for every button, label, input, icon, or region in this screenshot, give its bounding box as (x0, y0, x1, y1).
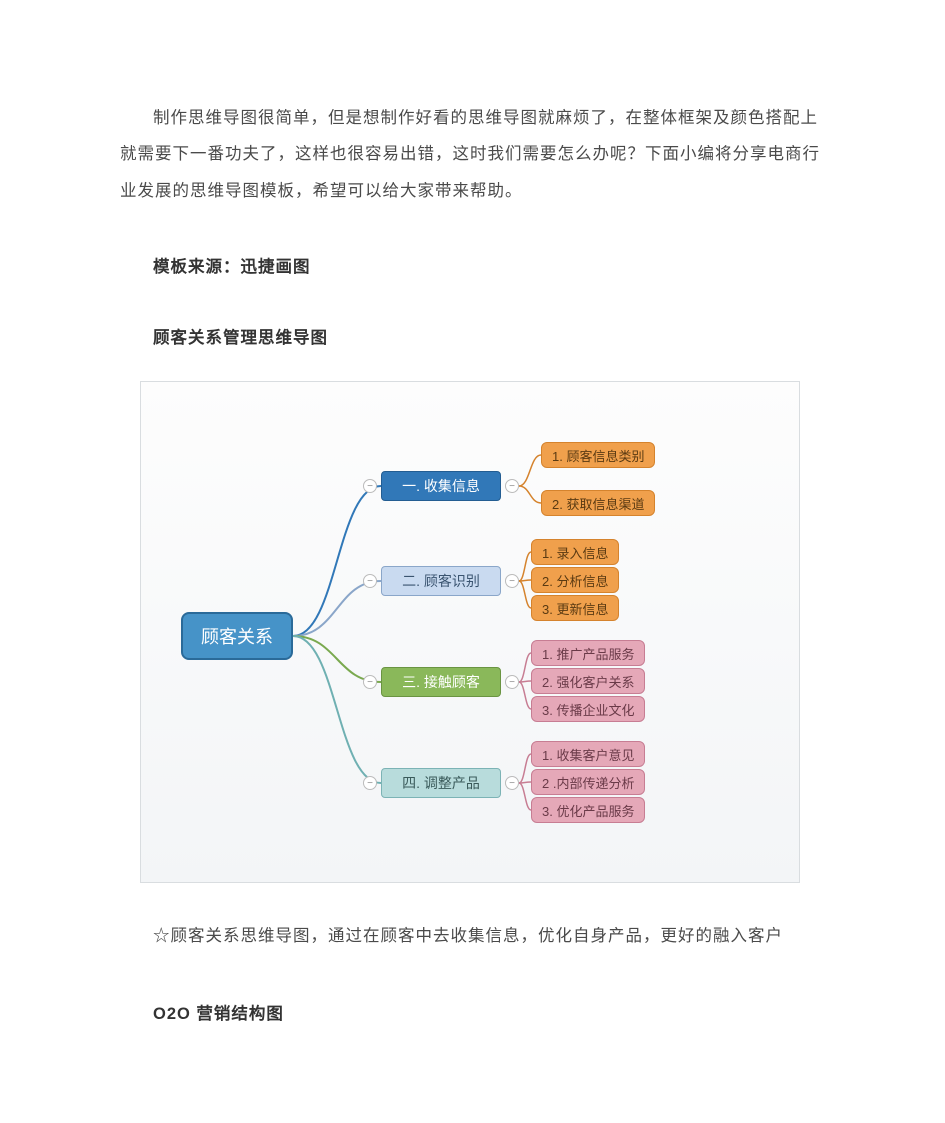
mindmap-leaf: 1. 顾客信息类别 (541, 442, 655, 468)
collapse-toggle-icon[interactable] (363, 675, 377, 689)
mindmap-leaf: 3. 更新信息 (531, 595, 619, 621)
mindmap-branch: 二. 顾客识别 (381, 566, 501, 596)
mindmap-leaf: 1. 推广产品服务 (531, 640, 645, 666)
template-source: 模板来源：迅捷画图 (120, 249, 825, 285)
mindmap-branch: 三. 接触顾客 (381, 667, 501, 697)
collapse-toggle-icon[interactable] (505, 479, 519, 493)
mindmap-root: 顾客关系 (181, 612, 293, 660)
section1-title: 顾客关系管理思维导图 (120, 320, 825, 356)
collapse-toggle-icon[interactable] (363, 776, 377, 790)
collapse-toggle-icon[interactable] (363, 479, 377, 493)
section2-title: O2O 营销结构图 (120, 1000, 825, 1024)
mindmap-leaf: 3. 传播企业文化 (531, 696, 645, 722)
mindmap-leaf: 3. 优化产品服务 (531, 797, 645, 823)
mindmap-leaf: 2 .内部传递分析 (531, 769, 645, 795)
mindmap-branch: 一. 收集信息 (381, 471, 501, 501)
mindmap-branch: 四. 调整产品 (381, 768, 501, 798)
mindmap-leaf: 2. 强化客户关系 (531, 668, 645, 694)
mindmap-leaf: 1. 录入信息 (531, 539, 619, 565)
collapse-toggle-icon[interactable] (505, 776, 519, 790)
mindmap-note: ☆顾客关系思维导图，通过在顾客中去收集信息，优化自身产品，更好的融入客户 (120, 918, 825, 954)
collapse-toggle-icon[interactable] (363, 574, 377, 588)
mindmap-leaf: 2. 分析信息 (531, 567, 619, 593)
mindmap-container: 顾客关系 一. 收集信息 1. 顾客信息类别 2. 获取信息渠道二. 顾客识别 1. 录… (140, 381, 800, 883)
collapse-toggle-icon[interactable] (505, 675, 519, 689)
collapse-toggle-icon[interactable] (505, 574, 519, 588)
mindmap-leaf: 1. 收集客户意见 (531, 741, 645, 767)
intro-paragraph: 制作思维导图很简单，但是想制作好看的思维导图就麻烦了，在整体框架及颜色搭配上就需… (120, 100, 825, 209)
mindmap-leaf: 2. 获取信息渠道 (541, 490, 655, 516)
